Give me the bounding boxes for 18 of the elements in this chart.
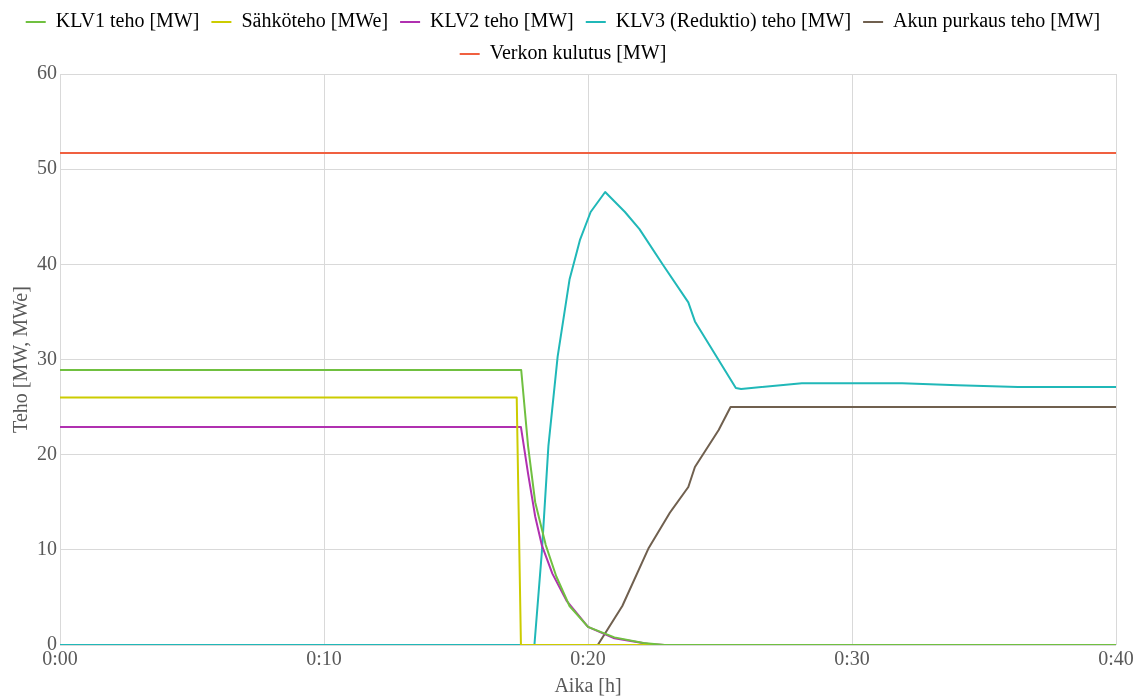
x-tick-label: 0:10 [306, 647, 342, 670]
legend-label: KLV2 teho [MW] [430, 9, 574, 32]
legend-label: Verkon kulutus [MW] [489, 41, 667, 64]
legend-label: KLV1 teho [MW] [55, 9, 200, 32]
y-tick-label: 30 [37, 346, 57, 369]
y-tick-label: 50 [37, 156, 57, 179]
legend-label: Sähköteho [MWe] [241, 9, 389, 32]
y-tick-label: 20 [37, 441, 57, 464]
legend-label: KLV3 (Reduktio) teho [MW] [615, 9, 852, 33]
y-tick-label: 40 [37, 251, 57, 274]
x-tick-label: 0:40 [1098, 647, 1134, 670]
legend-label: Akun purkaus teho [MW] [893, 9, 1101, 33]
x-tick-label: 0:20 [570, 647, 606, 670]
x-tick-label: 0:30 [834, 647, 870, 670]
x-axis-title: Aika [h] [554, 674, 622, 697]
y-tick-label: 60 [37, 61, 57, 84]
y-axis-title: Teho [MW, MWe] [9, 286, 32, 433]
y-tick-label: 10 [37, 537, 57, 560]
